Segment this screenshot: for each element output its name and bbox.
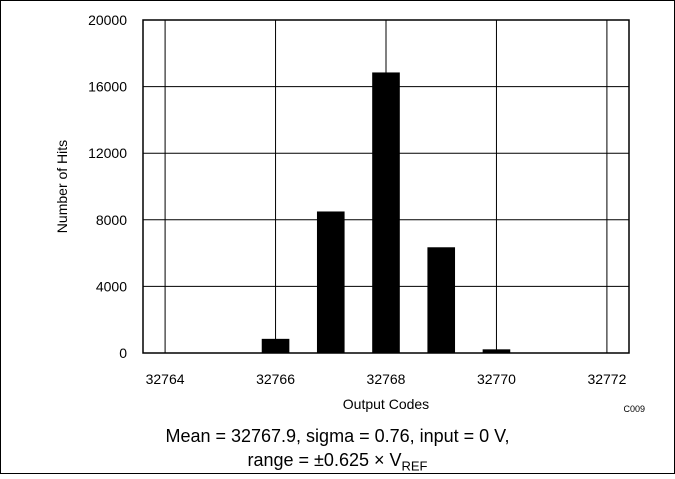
x-tick-label: 32764 (146, 371, 185, 387)
y-axis-title: Number of Hits (54, 140, 70, 233)
x-tick-label: 32766 (256, 371, 295, 387)
x-axis-title: Output Codes (343, 396, 429, 412)
y-tick-label: 0 (119, 345, 127, 361)
y-tick-label: 8000 (96, 212, 127, 228)
y-tick-labels: 0 4000 8000 12000 16000 20000 (88, 12, 127, 361)
bar (427, 247, 455, 353)
x-tick-label: 32768 (367, 371, 406, 387)
bar (262, 339, 290, 353)
x-tick-label: 32770 (477, 371, 516, 387)
y-tick-label: 4000 (96, 278, 127, 294)
y-tick-label: 20000 (88, 12, 127, 28)
y-tick-label: 12000 (88, 145, 127, 161)
caption-ref-subscript: REF (402, 459, 428, 474)
figure-code: C009 (623, 404, 645, 414)
histogram-chart: 0 4000 8000 12000 16000 20000 32764 32766 32768… (0, 0, 675, 420)
caption-range-text: range = ±0.625 × V (248, 450, 402, 470)
x-tick-labels: 32764 32766 32768 32770 32772 (146, 371, 627, 387)
bar (317, 211, 345, 353)
bars (207, 72, 566, 353)
y-tick-label: 16000 (88, 79, 127, 95)
caption-line-2: range = ±0.625 × VREF (0, 448, 675, 479)
bar (372, 72, 400, 353)
caption-line-1: Mean = 32767.9, sigma = 0.76, input = 0 … (0, 424, 675, 448)
x-tick-label: 32772 (587, 371, 626, 387)
